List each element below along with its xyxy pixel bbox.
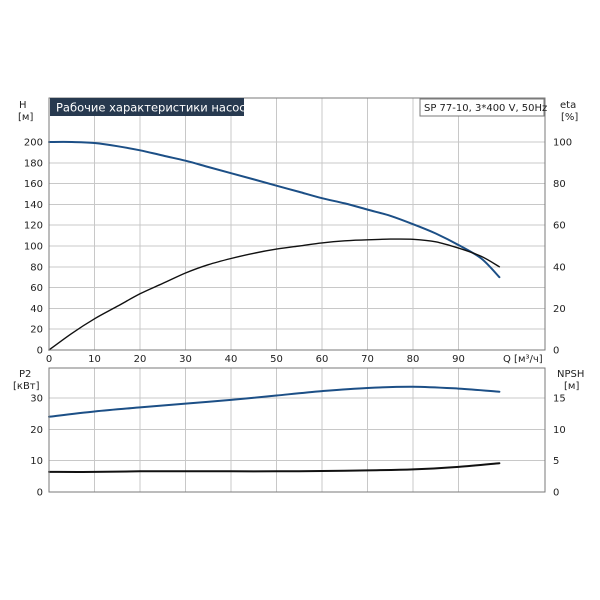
x-tick-label: 60 bbox=[316, 354, 329, 365]
bottom-right-tick-label: 5 bbox=[553, 456, 559, 467]
bottom-left-tick-label: 0 bbox=[37, 488, 43, 499]
top-right-tick-label: 20 bbox=[553, 304, 566, 315]
x-tick-label: 20 bbox=[134, 354, 147, 365]
top-left-tick-label: 0 bbox=[37, 346, 43, 357]
bottom-left-tick-label: 20 bbox=[30, 425, 43, 436]
top-right-axis-curve bbox=[48, 238, 501, 351]
top-left-tick-label: 120 bbox=[24, 221, 43, 232]
top-left-tick-label: 80 bbox=[30, 262, 43, 273]
bottom-chart-frame bbox=[48, 367, 546, 493]
x-tick-label: 90 bbox=[452, 354, 465, 365]
left-axis-label-p2: P2 bbox=[19, 369, 31, 380]
top-left-axis-curve bbox=[48, 140, 501, 279]
top-left-tick-label: 20 bbox=[30, 325, 43, 336]
top-right-tick-label: 40 bbox=[553, 262, 566, 273]
top-right-tick-label: 80 bbox=[553, 179, 566, 190]
x-tick-label: 50 bbox=[270, 354, 283, 365]
bottom-right-axis-curve bbox=[48, 462, 501, 473]
bottom-right-tick-label: 10 bbox=[553, 425, 566, 436]
bottom-right-tick-label: 0 bbox=[553, 488, 559, 499]
bottom-chart-grid bbox=[49, 368, 545, 492]
x-tick-label: 80 bbox=[407, 354, 420, 365]
model-label: SP 77-10, 3*400 V, 50Hz bbox=[424, 103, 547, 114]
top-chart-grid bbox=[49, 98, 545, 350]
top-chart-frame bbox=[48, 97, 546, 351]
top-right-tick-label: 0 bbox=[553, 346, 559, 357]
top-left-tick-label: 100 bbox=[24, 242, 43, 253]
top-right-tick-label: 100 bbox=[553, 138, 572, 149]
left-axis-unit-p2: [кВт] bbox=[13, 381, 40, 392]
top-left-tick-label: 200 bbox=[24, 138, 43, 149]
axis-tick-labels: 0204060801001201401601802000204060801000… bbox=[24, 138, 572, 499]
x-tick-label: 10 bbox=[88, 354, 101, 365]
top-left-tick-label: 160 bbox=[24, 179, 43, 190]
x-tick-label: 0 bbox=[46, 354, 52, 365]
right-axis-label-eta: eta bbox=[560, 100, 576, 111]
top-right-tick-label: 60 bbox=[553, 221, 566, 232]
x-tick-label: 30 bbox=[179, 354, 192, 365]
bottom-chart-series bbox=[48, 385, 501, 473]
x-axis-label-q: Q [м³/ч] bbox=[503, 354, 543, 365]
top-chart-series bbox=[48, 140, 501, 351]
bottom-right-tick-label: 15 bbox=[553, 394, 566, 405]
right-axis-label-npsh: NPSH bbox=[557, 369, 584, 380]
top-left-tick-label: 40 bbox=[30, 304, 43, 315]
x-tick-label: 70 bbox=[361, 354, 374, 365]
bottom-left-tick-label: 30 bbox=[30, 394, 43, 405]
top-left-tick-label: 60 bbox=[30, 283, 43, 294]
bottom-left-tick-label: 10 bbox=[30, 456, 43, 467]
x-tick-label: 40 bbox=[225, 354, 238, 365]
left-axis-label-h: H bbox=[19, 100, 27, 111]
top-left-tick-label: 180 bbox=[24, 158, 43, 169]
bottom-left-axis-curve bbox=[48, 385, 501, 418]
left-axis-unit-h: [м] bbox=[18, 112, 33, 123]
model-label-box bbox=[419, 98, 545, 117]
right-axis-unit-npsh: [м] bbox=[564, 381, 579, 392]
right-axis-unit-eta: [%] bbox=[561, 112, 578, 123]
chart-title: Рабочие характеристики насоса bbox=[56, 101, 253, 115]
chart-title-background bbox=[50, 98, 244, 116]
top-left-tick-label: 140 bbox=[24, 200, 43, 211]
